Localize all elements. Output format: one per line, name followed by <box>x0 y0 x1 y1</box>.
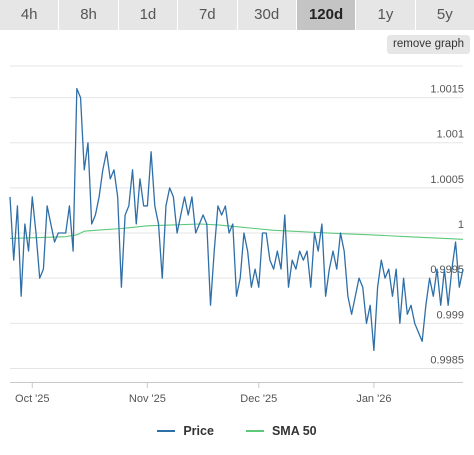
legend-item-price[interactable]: Price <box>157 424 214 438</box>
tab-4h[interactable]: 4h <box>0 0 60 30</box>
tab-8h[interactable]: 8h <box>59 0 119 30</box>
y-tick-label: 0.9985 <box>430 354 464 366</box>
series-line-price <box>9 87 464 352</box>
x-tick-label: Jan '26 <box>356 393 391 405</box>
tab-1y[interactable]: 1y <box>356 0 416 30</box>
series-lines <box>9 87 464 352</box>
tab-120d[interactable]: 120d <box>296 0 357 30</box>
tab-30d[interactable]: 30d <box>237 0 297 30</box>
tab-7d[interactable]: 7d <box>178 0 238 30</box>
legend-swatch-price <box>157 430 176 432</box>
y-tick-label: 1.001 <box>436 129 464 141</box>
y-tick-label: 1.0005 <box>430 174 464 186</box>
price-chart: 0.9985 0.999 0.9995 1 1.0005 1.001 1.0015 Oct … <box>9 65 464 405</box>
x-tick-label: Nov '25 <box>129 393 166 405</box>
tab-5y[interactable]: 5y <box>415 0 474 30</box>
legend-label: Price <box>183 424 214 438</box>
legend: Price SMA 50 <box>0 421 474 438</box>
tab-1d[interactable]: 1d <box>118 0 179 30</box>
y-tick-label: 0.9995 <box>430 264 464 276</box>
y-axis-labels: 0.9985 0.999 0.9995 1 1.0005 1.001 1.0015 <box>430 84 464 367</box>
series-line-sma-50 <box>9 223 464 240</box>
y-tick-label: 1 <box>458 219 464 231</box>
legend-item-sma-50[interactable]: SMA 50 <box>245 424 317 438</box>
time-range-tabs: 4h 8h 1d 7d 30d 120d 1y 5y <box>0 0 474 30</box>
x-axis: Oct '25 Nov '25 Dec '25 Jan '26 <box>10 382 463 405</box>
x-tick-label: Oct '25 <box>15 393 50 405</box>
legend-label: SMA 50 <box>271 424 317 438</box>
x-tick-label: Dec '25 <box>240 393 277 405</box>
remove-graph-button[interactable]: remove graph <box>387 35 470 54</box>
y-tick-label: 0.999 <box>436 309 464 321</box>
grid-lines <box>10 65 463 369</box>
y-tick-label: 1.0015 <box>430 84 464 96</box>
legend-swatch-sma-50 <box>245 430 264 432</box>
